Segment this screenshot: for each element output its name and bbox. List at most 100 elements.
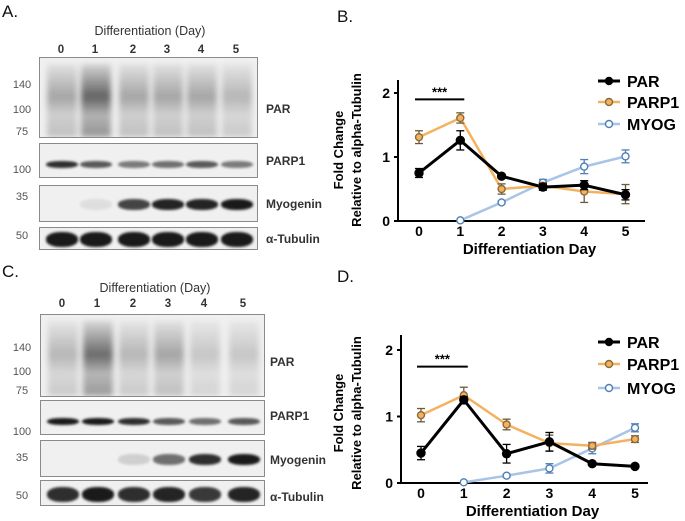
data-point-par — [538, 182, 548, 192]
x-tick-label: 0 — [415, 223, 423, 239]
molecular-weight-marker: 140 — [12, 79, 32, 91]
molecular-weight-marker: 140 — [12, 342, 32, 354]
legend-label: PARP1 — [627, 357, 679, 374]
protein-band — [221, 161, 253, 168]
legend-marker-par — [604, 337, 614, 347]
par-smear — [81, 64, 111, 137]
x-tick-label: 4 — [588, 485, 596, 501]
y-tick-label: 2 — [382, 85, 390, 101]
par-smear — [153, 64, 183, 137]
protein-band — [153, 486, 185, 502]
series-line-parp1 — [418, 116, 626, 196]
data-point-par — [414, 168, 424, 178]
series-line-parp1 — [420, 393, 636, 448]
protein-band — [82, 486, 114, 502]
legend-marker-par — [604, 76, 614, 86]
protein-band — [228, 486, 260, 502]
data-point-myog — [580, 162, 589, 171]
data-point-parp1 — [416, 410, 426, 420]
molecular-weight-marker: 75 — [15, 126, 29, 138]
lane-number: 3 — [164, 298, 172, 310]
protein-band — [118, 232, 150, 247]
protein-band — [80, 232, 112, 247]
data-point-myog — [456, 216, 465, 225]
protein-band — [153, 418, 185, 425]
panel-letter: B. — [337, 7, 353, 26]
lane-number: 0 — [58, 298, 66, 310]
data-point-parp1 — [502, 420, 511, 429]
protein-label: α-Tubulin — [266, 232, 320, 246]
blot-tubulin — [40, 480, 265, 506]
y-tick-label: 0 — [385, 475, 393, 491]
legend-label: PAR — [627, 74, 660, 91]
par-smear — [119, 64, 149, 137]
lane-number: 1 — [93, 298, 101, 310]
blot-title: Differentiation (Day) — [99, 281, 211, 295]
par-smear — [229, 321, 259, 396]
par-smear — [222, 64, 252, 137]
data-point-par — [579, 180, 589, 190]
protein-label: Myogenin — [266, 197, 322, 211]
par-smear — [190, 321, 220, 396]
protein-band — [80, 161, 112, 168]
x-tick-label: 1 — [456, 223, 464, 239]
panel-letter: A. — [2, 2, 19, 21]
par-smear — [187, 64, 217, 137]
legend-label: MYOG — [627, 381, 676, 398]
y-axis-label: Relative to alpha-Tubulin — [349, 336, 364, 490]
protein-band — [47, 486, 79, 502]
data-point-parp1 — [588, 441, 597, 450]
x-tick-label: 3 — [546, 485, 554, 501]
protein-label: PAR — [266, 102, 291, 116]
data-point-parp1 — [414, 132, 424, 142]
x-axis-label: Differentiation Day — [466, 503, 600, 520]
protein-band — [47, 418, 79, 425]
protein-band — [82, 418, 114, 425]
protein-band — [153, 454, 185, 465]
blot-par — [40, 314, 265, 397]
data-point-myog — [459, 478, 468, 487]
protein-band — [118, 486, 150, 502]
x-tick-label: 5 — [631, 485, 639, 501]
significance-label: *** — [435, 352, 451, 367]
data-point-par — [620, 190, 631, 200]
legend-marker-parp1 — [604, 359, 614, 369]
molecular-weight-marker: 35 — [15, 452, 29, 464]
legend-label: MYOG — [627, 117, 676, 134]
data-point-par — [630, 461, 640, 472]
x-tick-label: 2 — [503, 485, 511, 501]
panel-letter: D. — [337, 267, 354, 286]
data-point-par — [496, 171, 507, 181]
protein-band — [221, 232, 253, 247]
protein-band — [221, 199, 253, 210]
blot-myogenin — [39, 185, 258, 222]
y-tick-label: 1 — [385, 409, 393, 425]
legend-label: PARP1 — [627, 95, 679, 112]
data-point-par — [416, 448, 426, 458]
molecular-weight-marker: 75 — [15, 385, 29, 397]
molecular-weight-marker: 50 — [15, 490, 29, 502]
data-point-par — [587, 459, 597, 469]
y-tick-label: 0 — [382, 213, 390, 229]
protein-band — [118, 454, 150, 465]
par-smear — [48, 321, 78, 396]
data-point-parp1 — [497, 184, 506, 194]
protein-label: Myogenin — [270, 453, 326, 467]
protein-band — [189, 418, 221, 425]
lane-number: 2 — [129, 298, 137, 310]
protein-band — [46, 161, 78, 168]
par-smear — [154, 321, 184, 396]
molecular-weight-marker: 50 — [15, 230, 29, 242]
x-tick-label: 4 — [580, 223, 588, 239]
protein-band — [189, 486, 221, 502]
data-point-myog — [545, 464, 554, 473]
protein-band — [46, 232, 78, 247]
panel-letter: C. — [2, 262, 19, 281]
y-tick-label: 2 — [385, 342, 393, 358]
protein-band — [152, 161, 184, 168]
blot-tubulin — [39, 227, 258, 250]
protein-label: α-Tubulin — [270, 490, 324, 504]
data-point-myog — [497, 198, 506, 207]
data-point-myog — [621, 152, 630, 161]
data-point-myog — [630, 423, 640, 433]
